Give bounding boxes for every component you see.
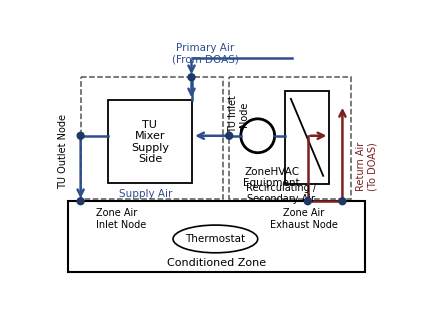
Bar bbox=[285, 91, 329, 184]
Bar bbox=[67, 201, 365, 272]
Circle shape bbox=[77, 198, 84, 205]
Text: TU Outlet Node: TU Outlet Node bbox=[58, 114, 68, 189]
Ellipse shape bbox=[173, 225, 258, 253]
Text: TU Inlet
Node: TU Inlet Node bbox=[228, 95, 249, 133]
Circle shape bbox=[339, 198, 346, 205]
Text: Zone Air
Exhaust Node: Zone Air Exhaust Node bbox=[270, 208, 338, 230]
Circle shape bbox=[241, 119, 274, 153]
Text: Supply Air: Supply Air bbox=[120, 188, 173, 198]
Bar bbox=[108, 100, 192, 184]
Text: Return Air
(To DOAS): Return Air (To DOAS) bbox=[356, 142, 378, 191]
Circle shape bbox=[226, 132, 233, 139]
Bar bbox=[229, 77, 351, 199]
Text: Thermostat: Thermostat bbox=[185, 234, 245, 244]
Bar bbox=[81, 77, 223, 199]
Circle shape bbox=[304, 198, 311, 205]
Text: TU
Mixer
Supply
Side: TU Mixer Supply Side bbox=[131, 120, 169, 164]
Bar bbox=[241, 126, 253, 139]
Text: Primary Air
(From DOAS): Primary Air (From DOAS) bbox=[172, 43, 239, 65]
Circle shape bbox=[77, 132, 84, 139]
Text: Zone Air
Inlet Node: Zone Air Inlet Node bbox=[96, 208, 146, 230]
Text: Recirculating /
Secondary Air: Recirculating / Secondary Air bbox=[246, 183, 316, 204]
Text: ZoneHVAC
Equipment: ZoneHVAC Equipment bbox=[243, 166, 300, 188]
Circle shape bbox=[188, 74, 195, 81]
Text: Conditioned Zone: Conditioned Zone bbox=[167, 258, 266, 268]
